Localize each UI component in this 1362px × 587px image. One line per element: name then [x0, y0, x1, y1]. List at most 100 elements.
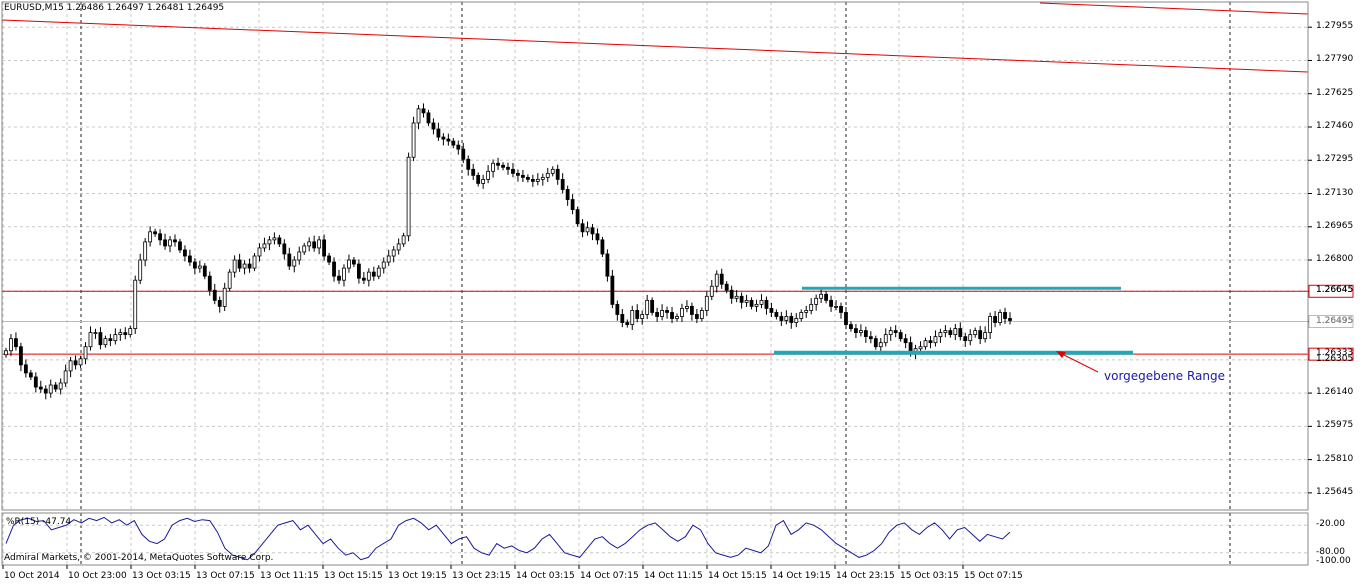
candle-body — [148, 231, 153, 243]
candle-body — [709, 285, 714, 297]
candlesticks — [4, 103, 1012, 400]
candle-body — [948, 330, 953, 336]
candle-body — [9, 338, 13, 352]
time-axis-label: 13 Oct 03:15 — [132, 571, 191, 581]
candle-body — [252, 255, 257, 269]
price-label-box — [1308, 315, 1354, 329]
candle-body — [511, 168, 515, 174]
candle-body — [1003, 312, 1007, 319]
candle-body — [690, 305, 694, 315]
candle-body — [128, 328, 133, 336]
time-axis-label: 15 Oct 03:15 — [900, 571, 959, 581]
time-axis-label: 13 Oct 19:15 — [388, 571, 447, 581]
candle-body — [516, 172, 520, 176]
candle-body — [312, 241, 317, 249]
candle-body — [212, 289, 217, 301]
candle-body — [625, 322, 630, 325]
candle-body — [600, 239, 605, 255]
indicator-frame — [1, 512, 1309, 566]
candle-body — [431, 122, 436, 130]
candle-body — [699, 310, 704, 319]
candle-body — [819, 293, 824, 299]
price-highlight-label: 1.26495 — [1316, 315, 1354, 326]
time-axis-label: 14 Oct 15:15 — [708, 571, 767, 581]
candle-body — [963, 336, 968, 342]
candle-body — [153, 231, 158, 235]
candle-body — [53, 384, 58, 390]
wpr-level-label: -20.00 — [1316, 519, 1346, 530]
candle-body — [446, 138, 451, 142]
candle-body — [675, 316, 679, 319]
candle-body — [809, 303, 814, 311]
candle-body — [585, 227, 590, 233]
candle-body — [272, 237, 277, 241]
candle-body — [610, 275, 615, 305]
candle-body — [461, 148, 466, 160]
candle-body — [873, 338, 878, 348]
candle-body — [247, 263, 252, 269]
candle-body — [287, 253, 292, 267]
candle-body — [958, 328, 963, 338]
candle-body — [829, 299, 833, 307]
candle-body — [660, 310, 664, 317]
candle-body — [988, 316, 993, 334]
candle-body — [883, 334, 888, 344]
candle-body — [570, 199, 575, 211]
candle-body — [257, 247, 262, 257]
candle-body — [640, 314, 645, 319]
candle-body — [550, 168, 555, 174]
candle-body — [411, 122, 416, 158]
candle-body — [719, 273, 724, 285]
candle-body — [68, 360, 73, 372]
candle-body — [376, 267, 381, 277]
candle-body — [645, 299, 650, 315]
time-axis-label: 14 Oct 03:15 — [516, 571, 575, 581]
candle-body — [486, 170, 491, 180]
candle-body — [893, 330, 898, 334]
candle-body — [530, 178, 535, 182]
candle-body — [456, 144, 461, 150]
candle-body — [590, 227, 595, 235]
candle-body — [337, 275, 341, 281]
wpr-line — [5, 516, 1011, 561]
candle-body — [794, 318, 799, 323]
chart-grid — [2, 2, 1308, 565]
candle-body — [451, 140, 456, 146]
arrow-line — [1057, 351, 1099, 373]
time-axis-label: 14 Oct 11:15 — [644, 571, 703, 581]
candle-body — [108, 338, 113, 342]
candle-body — [352, 259, 356, 265]
price-label-box — [1308, 284, 1354, 298]
candle-body — [222, 287, 227, 307]
candle-body — [968, 334, 973, 342]
candle-body — [332, 261, 336, 277]
candle-body — [655, 312, 660, 317]
price-highlight-label: 1.26333 — [1316, 348, 1354, 359]
wpr-level-label: -100.00 — [1316, 556, 1351, 566]
time-axis-label: 13 Oct 15:15 — [324, 571, 383, 581]
candle-body — [197, 265, 202, 269]
candle-body — [834, 305, 838, 308]
time-axis-label: 10 Oct 23:00 — [68, 571, 127, 581]
range-annotation: vorgegebene Range — [1104, 369, 1226, 383]
candle-body — [217, 299, 222, 307]
candle-body — [277, 237, 282, 245]
time-axis-label: 13 Oct 07:15 — [196, 571, 255, 581]
candle-body — [938, 332, 943, 338]
candle-body — [605, 253, 610, 277]
candle-body — [858, 330, 863, 334]
candle-body — [734, 295, 739, 299]
time-axis-label: 10 Oct 2014 — [4, 571, 60, 581]
candle-body — [78, 358, 83, 366]
candle-body — [113, 334, 118, 342]
candle-body — [143, 241, 148, 261]
candle-body — [38, 386, 43, 390]
price-axis-label: 1.26305 — [1316, 353, 1354, 364]
candle-body — [814, 297, 819, 305]
indicator-label: %R(15) -47.74 — [6, 517, 72, 527]
candle-body — [525, 176, 530, 180]
candle-body — [282, 243, 287, 255]
price-axis-label: 1.26495 — [1316, 315, 1354, 326]
candle-body — [207, 275, 212, 291]
